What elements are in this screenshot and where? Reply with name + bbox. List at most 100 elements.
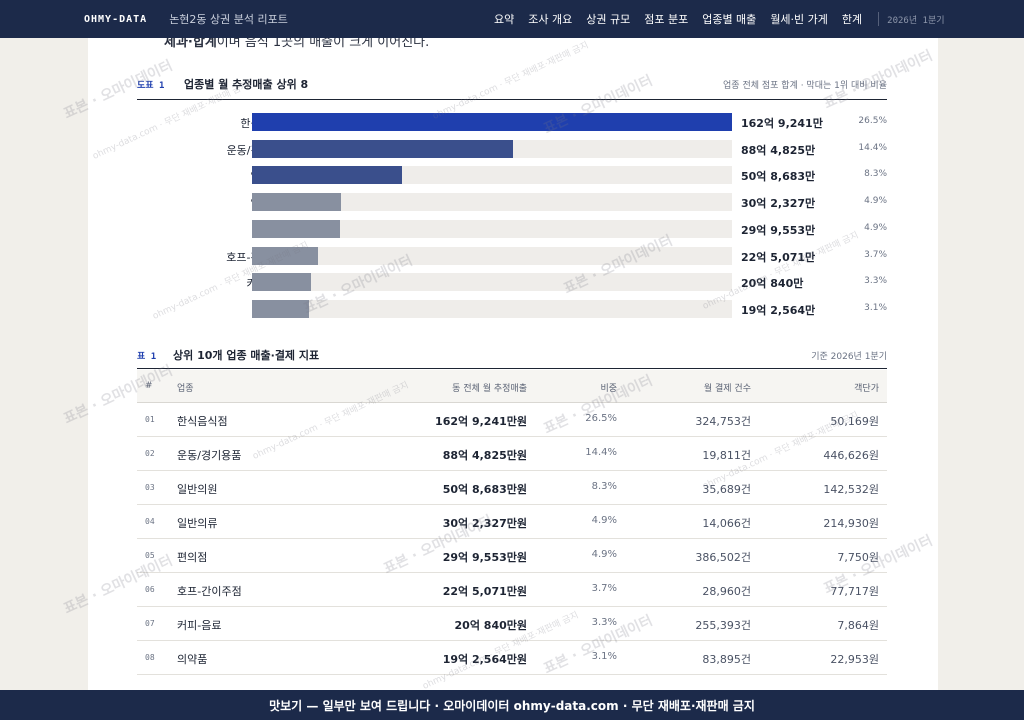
row-category: 커피-음료 <box>177 619 222 632</box>
row-avg-ticket: 22,953원 <box>830 653 879 666</box>
bar-fill <box>252 166 402 185</box>
row-rank: 01 <box>145 415 155 424</box>
bar-share: 4.9% <box>864 222 887 233</box>
row-avg-ticket: 446,626원 <box>823 449 879 462</box>
document-title: 논현2동 상권 분석 리포트 <box>169 13 288 26</box>
bar-share: 8.3% <box>864 169 887 180</box>
bar-fill <box>252 246 319 265</box>
row-rank: 07 <box>145 619 155 628</box>
row-category: 호프-간이주점 <box>177 585 242 598</box>
bar-share: 4.9% <box>864 196 887 207</box>
nav-item-survey-overview[interactable]: 조사 개요 <box>528 13 573 26</box>
row-share: 4.9% <box>591 549 617 560</box>
bar-share: 26.5% <box>858 116 887 126</box>
bar-value: 50억 8,683만 <box>741 170 816 184</box>
bar-share: 14.4% <box>858 142 887 153</box>
nav-item-summary[interactable]: 요약 <box>494 13 515 26</box>
row-rank: 05 <box>145 551 155 560</box>
table-row: 03 일반의원 50억 8,683만원 8.3% 35,689건 142,532원 <box>137 471 887 505</box>
row-avg-ticket: 50,169원 <box>830 415 879 428</box>
row-transactions: 28,960건 <box>702 585 751 598</box>
row-transactions: 35,689건 <box>702 483 751 496</box>
row-share: 8.3% <box>591 481 617 492</box>
col-header-avg-ticket: 객단가 <box>854 384 879 394</box>
row-transactions: 19,811건 <box>702 449 751 462</box>
row-rank: 02 <box>145 449 155 458</box>
table-column-headers: # 업종 동 전체 월 추정매출 비중 월 결제 건수 객단가 <box>137 370 887 403</box>
row-category: 운동/경기용품 <box>177 449 242 462</box>
table-row: 04 일반의류 30억 2,327만원 4.9% 14,066건 214,930원 <box>137 505 887 539</box>
row-category: 일반의류 <box>177 517 218 530</box>
table-row: 06 호프-간이주점 22억 5,071만원 3.7% 28,960건 77,717원 <box>137 573 887 607</box>
table-tag: 표 1 <box>137 352 157 362</box>
row-category: 의약품 <box>177 653 208 666</box>
table-row: 07 커피-음료 20억 840만원 3.3% 255,393건 7,864원 <box>137 607 887 641</box>
table-row: 08 의약품 19억 2,564만원 3.1% 83,895건 22,953원 <box>137 641 887 675</box>
bar-track <box>252 166 732 185</box>
bar-value: 88억 4,825만 <box>741 143 816 157</box>
bar-share: 3.3% <box>864 276 887 287</box>
col-header-share: 비중 <box>600 384 617 394</box>
bar-share: 3.1% <box>864 302 887 313</box>
row-rank: 06 <box>145 585 155 594</box>
row-category: 편의점 <box>177 551 208 564</box>
col-header-category: 업종 <box>177 384 194 394</box>
row-transactions: 14,066건 <box>702 517 751 530</box>
nav-divider <box>878 12 880 26</box>
nav-item-store-distribution[interactable]: 점포 분포 <box>644 13 689 26</box>
row-avg-ticket: 214,930원 <box>823 517 879 530</box>
bar-track <box>252 219 732 238</box>
nav-item-sales-by-category[interactable]: 업종별 매출 <box>702 13 757 26</box>
table-row: 01 한식음식점 162억 9,241만원 26.5% 324,753건 50,169원 <box>137 403 887 437</box>
row-monthly-sales: 29억 9,553만원 <box>442 551 527 564</box>
row-transactions: 324,753건 <box>695 415 751 428</box>
row-share: 3.7% <box>591 583 617 594</box>
nav-item-rent-vacancy[interactable]: 월세·빈 가게 <box>770 13 828 26</box>
bar-fill <box>252 273 312 292</box>
row-category: 일반의원 <box>177 483 218 496</box>
row-share: 14.4% <box>585 447 617 458</box>
bar-fill <box>252 193 342 212</box>
figure-note: 업종 전체 점포 합계 · 막대는 1위 대비 비율 <box>723 81 887 91</box>
figure-title: 업종별 월 추정매출 상위 8 <box>184 78 309 91</box>
row-share: 3.3% <box>591 617 617 628</box>
bar-value: 29억 9,553만 <box>741 223 816 237</box>
footer-text: 맛보기 — 일부만 보여 드립니다 · 오마이데이터 ohmy-data.com… <box>269 698 755 713</box>
table-note: 기준 2026년 1분기 <box>811 352 887 362</box>
bar-value: 162억 9,241만 <box>741 117 823 130</box>
row-rank: 08 <box>145 653 155 662</box>
report-period: 2026년 1분기 <box>887 15 945 26</box>
row-monthly-sales: 30억 2,327만원 <box>442 517 527 530</box>
bar-fill <box>252 113 732 131</box>
row-avg-ticket: 7,750원 <box>837 551 879 564</box>
row-avg-ticket: 77,717원 <box>830 585 879 598</box>
row-transactions: 386,502건 <box>695 551 751 564</box>
sample-footer-banner: 맛보기 — 일부만 보여 드립니다 · 오마이데이터 ohmy-data.com… <box>0 690 1024 720</box>
bar-track <box>252 113 732 131</box>
figure-header: 도표 1 업종별 월 추정매출 상위 8 업종 전체 점포 합계 · 막대는 1… <box>137 74 887 100</box>
table-header: 표 1 상위 10개 업종 매출·결제 지표 기준 2026년 1분기 <box>137 341 887 369</box>
col-header-transactions: 월 결제 건수 <box>703 384 751 394</box>
bar-share: 3.7% <box>864 249 887 260</box>
row-share: 4.9% <box>591 515 617 526</box>
row-avg-ticket: 7,864원 <box>837 619 879 632</box>
brand-logo[interactable]: OHMY-DATA <box>84 13 148 25</box>
nav-item-limitations[interactable]: 한계 <box>841 13 863 26</box>
top-navigation-bar: OHMY-DATA 논현2동 상권 분석 리포트 요약 조사 개요 상권 규모 … <box>0 0 1024 38</box>
bar-fill <box>252 139 513 158</box>
row-category: 한식음식점 <box>177 415 228 428</box>
figure-tag: 도표 1 <box>137 81 165 91</box>
row-monthly-sales: 19억 2,564만원 <box>442 653 527 666</box>
row-monthly-sales: 88억 4,825만원 <box>442 449 527 462</box>
row-rank: 03 <box>145 483 155 492</box>
row-rank: 04 <box>145 517 155 526</box>
section-nav: 요약 조사 개요 상권 규모 점포 분포 업종별 매출 월세·빈 가게 한계 2… <box>494 0 945 38</box>
table-row: 05 편의점 29억 9,553만원 4.9% 386,502건 7,750원 <box>137 539 887 573</box>
nav-item-market-size[interactable]: 상권 규모 <box>586 13 631 26</box>
